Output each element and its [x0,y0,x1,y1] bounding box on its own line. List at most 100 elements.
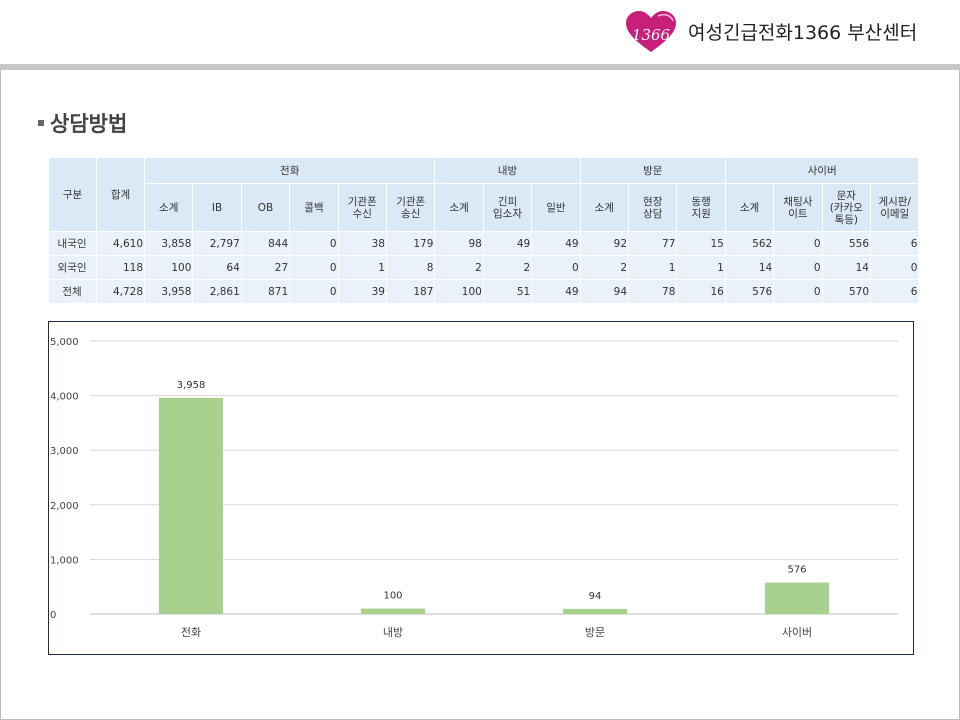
table-cell: 2 [580,256,629,279]
x-tick-label: 내방 [383,626,403,639]
table-cell: 100 [435,280,483,303]
y-tick-label: 0 [50,610,56,621]
data-label: 3,958 [177,380,206,391]
bullet-icon [38,120,44,126]
table-cell: 0 [532,256,580,279]
table-cell: 187 [386,280,435,303]
table-cell: 0 [774,232,822,255]
table-cell: 3,858 [145,232,193,255]
bar [765,582,829,614]
table-cell: 2,861 [193,280,241,303]
consultation-method-table: 구분 합계 전화 내방 방문 사이버 소계 IB OB 콜백 기관폰 수신 기관폰 송신 소계 긴… [48,157,920,304]
table-cell: 0 [290,280,338,303]
x-tick-label: 방문 [585,626,605,639]
group-header: 사이버 [725,158,919,183]
group-header: 전화 [145,158,435,183]
header-total: 합계 [97,158,144,231]
x-tick-label: 전화 [181,626,201,639]
table-cell: 871 [241,280,290,303]
table-cell: 844 [241,232,290,255]
bar [563,608,627,614]
table-cell: 2,797 [193,232,241,255]
subheader-cell: 기관폰 수신 [338,184,386,231]
table-cell: 556 [822,232,870,255]
table-cell: 179 [386,232,435,255]
table-row: 전체 4,728 3,958 2,861 871 0 39 187 100 51 49 94 78 16 5… [49,280,919,303]
header-gubun: 구분 [49,158,96,231]
table-cell: 570 [822,280,870,303]
table-cell: 0 [774,280,822,303]
subheader-cell: IB [193,184,241,231]
table-cell: 100 [145,256,193,279]
y-tick-label: 5,000 [50,337,79,348]
table-cell: 2 [435,256,483,279]
table-cell: 78 [629,280,677,303]
data-label: 576 [787,565,806,576]
table-cell: 51 [483,280,532,303]
subheader-cell: 긴피 입소자 [483,184,532,231]
subheader-cell: 소계 [435,184,483,231]
table-cell: 6 [871,232,919,255]
table-cell: 6 [871,280,919,303]
y-tick-label: 4,000 [50,392,79,403]
section-title: 상담방법 [38,108,127,138]
table-cell: 118 [97,256,144,279]
center-logo: 1366 [626,11,676,52]
subheader-cell: 일반 [532,184,580,231]
table-cell: 1 [677,256,725,279]
table-cell: 16 [677,280,725,303]
table-cell: 39 [338,280,386,303]
table-row: 내국인 4,610 3,858 2,797 844 0 38 179 98 49 49 92 77 15 5… [49,232,919,255]
row-label: 외국인 [49,256,96,279]
table-cell: 576 [725,280,774,303]
table-cell: 4,610 [97,232,144,255]
table-cell: 15 [677,232,725,255]
subheader-cell: 소계 [580,184,629,231]
table-cell: 0 [871,256,919,279]
bar [159,397,223,614]
table-cell: 14 [725,256,774,279]
bar [361,608,425,614]
org-name: 여성긴급전화1366 부산센터 [688,22,918,44]
y-tick-label: 1,000 [50,555,79,566]
table-cell: 2 [483,256,532,279]
table-cell: 92 [580,232,629,255]
chart-container: 0 1,000 2,000 3,000 4,000 5,000 3,958 전화 100 내방 94… [48,321,914,655]
subheader-cell: OB [241,184,290,231]
subheader-cell: 소계 [145,184,193,231]
subheader-cell: 문자 (카카오 톡등) [822,184,870,231]
logo-text: 1366 [632,26,671,44]
table-cell: 1 [338,256,386,279]
table-cell: 4,728 [97,280,144,303]
table-cell: 0 [774,256,822,279]
group-header: 내방 [435,158,580,183]
header: 1366 여성긴급전화1366 부산센터 [0,0,960,64]
table-cell: 14 [822,256,870,279]
table-cell: 98 [435,232,483,255]
table-cell: 0 [290,232,338,255]
y-tick-label: 2,000 [50,501,79,512]
y-tick-label: 3,000 [50,446,79,457]
table-cell: 64 [193,256,241,279]
subheader-cell: 동행 지원 [677,184,725,231]
subheader-cell: 채팅사 이트 [774,184,822,231]
section-title-text: 상담방법 [50,112,128,136]
table-cell: 94 [580,280,629,303]
table-cell: 8 [386,256,435,279]
bar-chart: 0 1,000 2,000 3,000 4,000 5,000 3,958 전화 100 내방 94… [50,337,898,639]
table-cell: 3,958 [145,280,193,303]
subheader-cell: 게시판/이메일 [871,184,919,231]
row-label: 전체 [49,280,96,303]
table-cell: 49 [483,232,532,255]
table-cell: 49 [532,232,580,255]
table-cell: 77 [629,232,677,255]
table-cell: 0 [290,256,338,279]
subheader-cell: 현장 상담 [629,184,677,231]
data-label: 94 [589,591,602,602]
table-cell: 38 [338,232,386,255]
table-cell: 27 [241,256,290,279]
x-tick-label: 사이버 [782,626,812,639]
table-cell: 562 [725,232,774,255]
subheader-cell: 소계 [725,184,774,231]
group-header: 방문 [580,158,725,183]
